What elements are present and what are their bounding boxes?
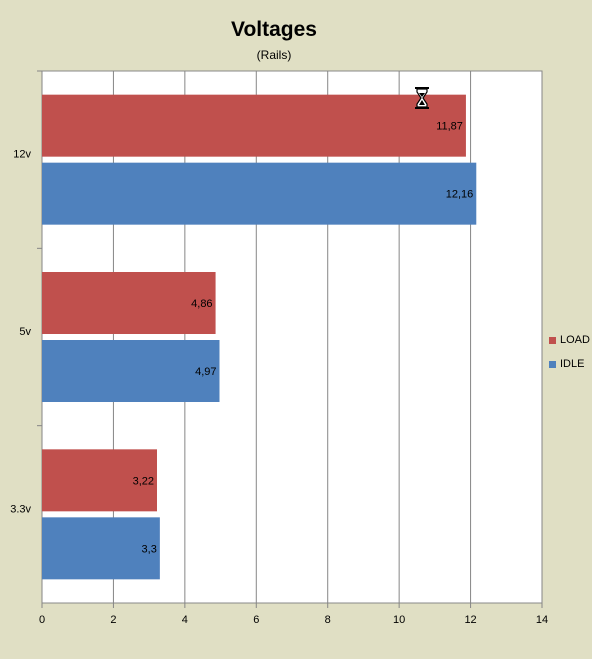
bar-idle [42,517,160,580]
x-tick-label: 4 [182,614,188,626]
legend-label-idle: IDLE [560,358,585,370]
legend-item-idle: IDLE [549,352,590,376]
x-tick-label: 12 [464,614,476,626]
data-label: 11,87 [436,121,463,133]
data-label: 4,97 [195,366,216,378]
x-tick-label: 2 [110,614,116,626]
legend: LOAD IDLE [549,328,590,376]
x-tick-label: 6 [253,614,259,626]
x-tick-label: 0 [39,614,45,626]
data-label: 3,3 [142,543,157,555]
x-tick-label: 8 [325,614,331,626]
chart-subtitle: (Rails) [256,48,292,62]
data-label: 3,22 [133,475,154,487]
category-label: 3.3v [10,503,31,515]
legend-label-load: LOAD [560,334,590,346]
data-label: 4,86 [191,298,212,310]
legend-swatch-load [549,336,556,344]
hourglass-cursor-icon [415,87,429,109]
chart-title: Voltages [231,18,317,41]
category-label: 5v [19,326,31,338]
x-tick-label: 14 [536,614,548,626]
bar-load [42,272,216,334]
bar-load [42,94,466,157]
category-label: 12v [13,149,31,161]
x-tick-label: 10 [393,614,405,626]
legend-item-load: LOAD [549,328,590,352]
data-label: 12,16 [446,189,474,201]
plot-background [41,70,543,604]
bar-idle [42,340,220,402]
bar-idle [42,162,477,225]
bar-load [42,449,157,512]
legend-swatch-idle [549,360,556,368]
